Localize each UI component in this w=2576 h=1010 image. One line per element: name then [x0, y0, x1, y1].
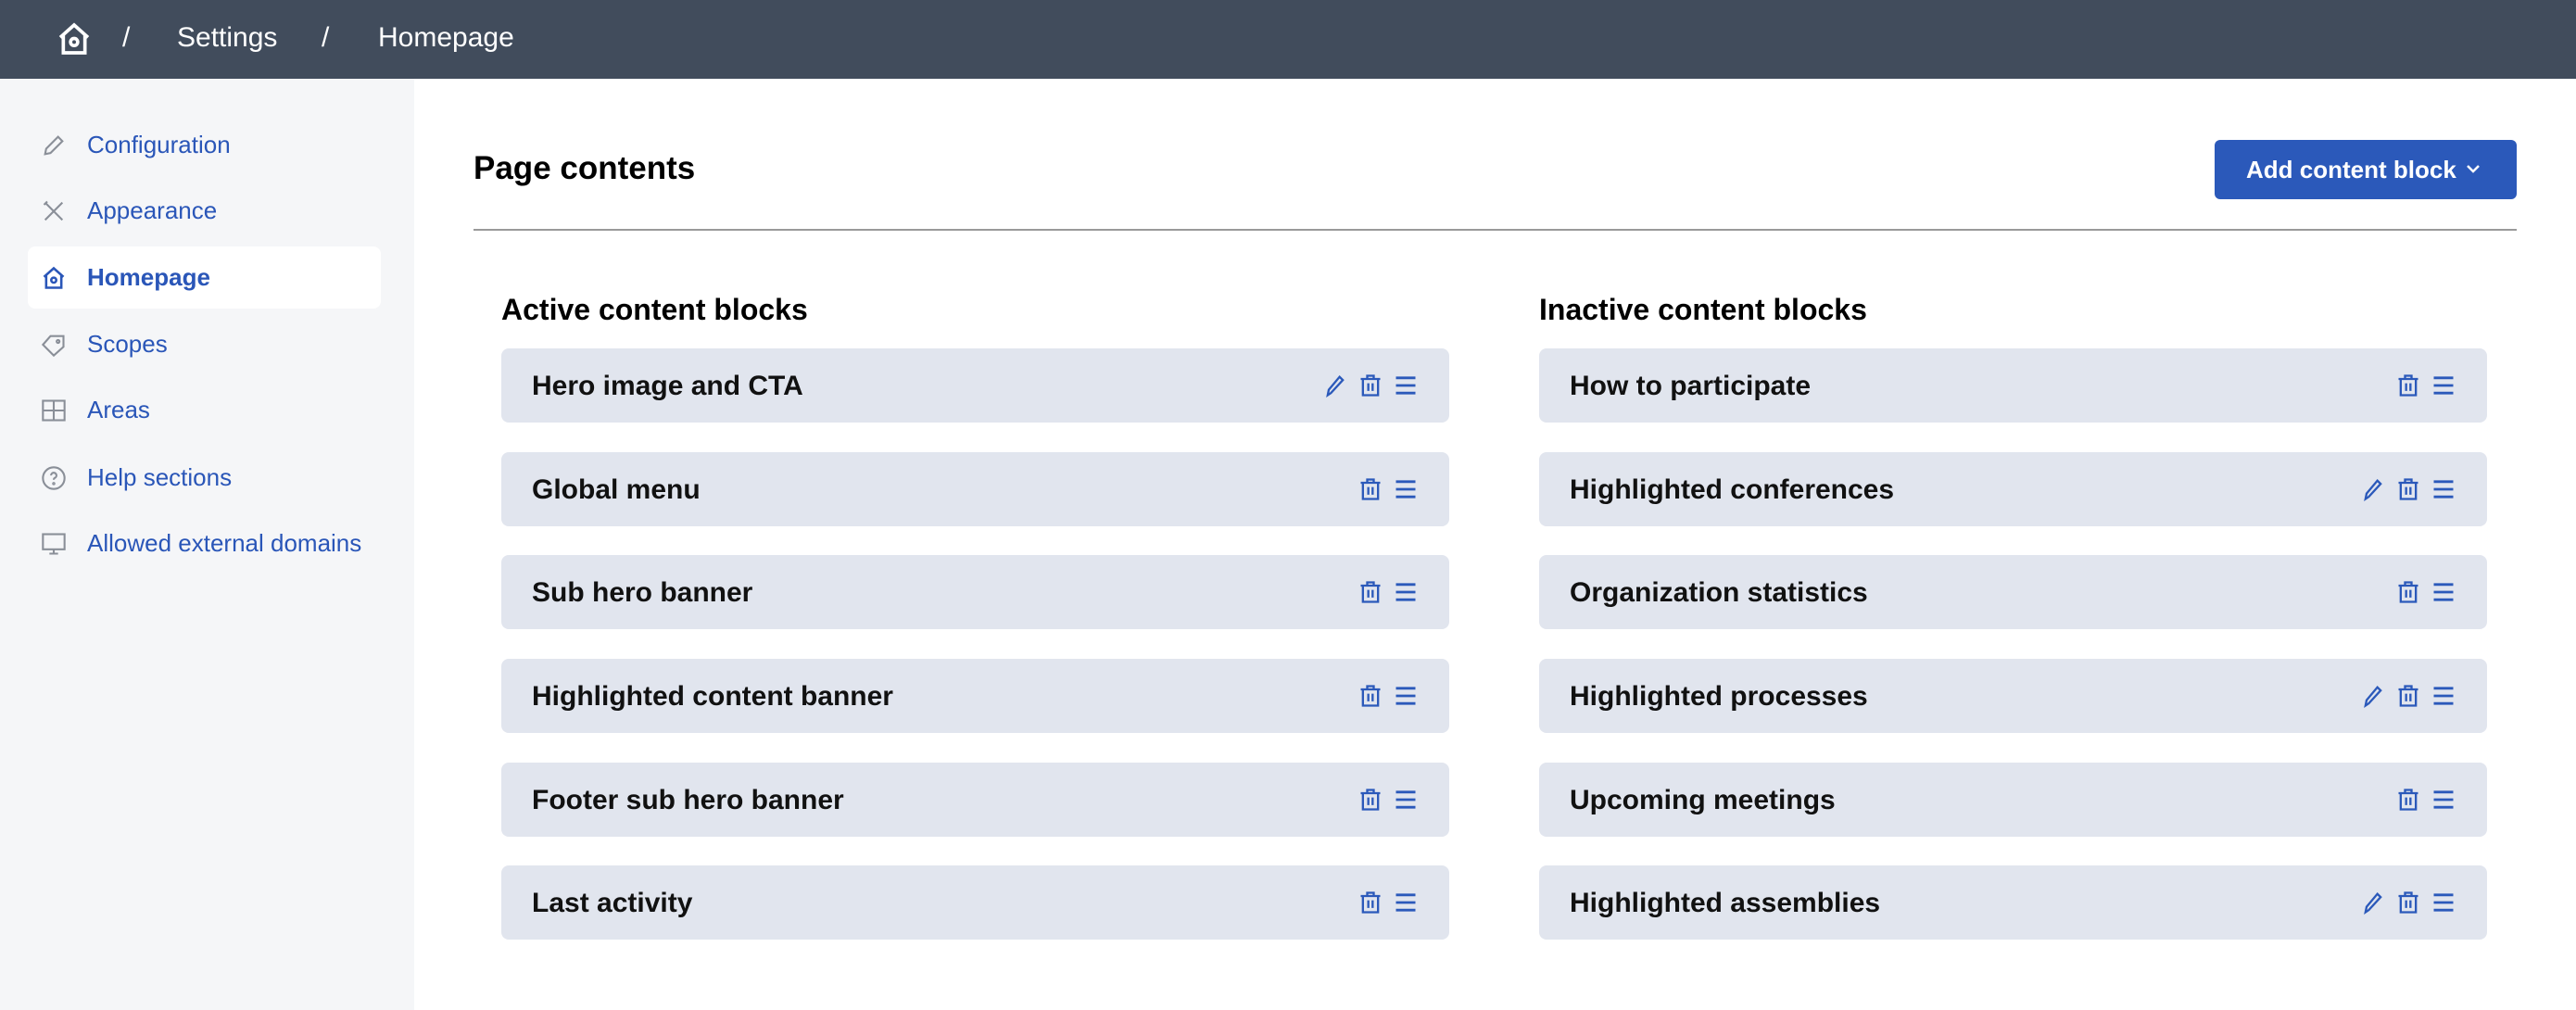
content-block[interactable]: Highlighted content banner — [501, 659, 1449, 733]
drag-handle-icon[interactable] — [1393, 476, 1419, 502]
monitor-icon — [42, 533, 66, 555]
block-actions — [1357, 683, 1419, 709]
content-block-name: Highlighted processes — [1570, 681, 1868, 712]
trash-icon[interactable] — [2395, 787, 2421, 813]
pencil-icon[interactable] — [2360, 890, 2386, 915]
sidebar-item-areas[interactable]: Areas — [28, 379, 381, 441]
sidebar-item-scopes[interactable]: Scopes — [28, 313, 381, 375]
content-block[interactable]: Global menu — [501, 452, 1449, 526]
trash-icon[interactable] — [1357, 579, 1383, 605]
pencil-icon[interactable] — [1322, 372, 1348, 398]
block-actions — [2360, 476, 2456, 502]
trash-icon[interactable] — [2395, 890, 2421, 915]
content-block-name: Last activity — [532, 888, 693, 918]
question-circle-icon — [42, 466, 66, 490]
divider — [474, 229, 2517, 231]
block-actions — [1357, 890, 1419, 915]
tools-icon — [43, 200, 64, 221]
content-block[interactable]: How to participate — [1539, 348, 2487, 423]
inactive-blocks-heading: Inactive content blocks — [1539, 293, 1867, 326]
breadcrumb-settings[interactable]: Settings — [177, 22, 278, 53]
content-block[interactable]: Highlighted conferences — [1539, 452, 2487, 526]
content-block-name: Footer sub hero banner — [532, 785, 844, 815]
pencil-icon[interactable] — [2360, 476, 2386, 502]
sidebar-item-label: Homepage — [87, 263, 210, 291]
content-block[interactable]: Upcoming meetings — [1539, 763, 2487, 837]
block-actions — [2360, 890, 2456, 915]
sidebar-item-label: Configuration — [87, 131, 231, 158]
trash-icon[interactable] — [2395, 372, 2421, 398]
trash-icon[interactable] — [1357, 787, 1383, 813]
active-blocks-heading: Active content blocks — [501, 293, 808, 326]
content-block-name: Hero image and CTA — [532, 371, 803, 401]
content-block-name: Highlighted conferences — [1570, 474, 1895, 505]
breadcrumb-homepage[interactable]: Homepage — [378, 22, 514, 53]
sidebar-item-help-sections[interactable]: Help sections — [28, 447, 381, 509]
content-block[interactable]: Highlighted processes — [1539, 659, 2487, 733]
trash-icon[interactable] — [2395, 476, 2421, 502]
block-actions — [1357, 476, 1419, 502]
drag-handle-icon[interactable] — [2431, 787, 2456, 813]
sidebar-item-allowed-external-domains[interactable]: Allowed external domains — [28, 512, 381, 574]
trash-icon[interactable] — [1357, 372, 1383, 398]
drag-handle-icon[interactable] — [2431, 372, 2456, 398]
block-actions — [2395, 787, 2456, 813]
block-actions — [2395, 579, 2456, 605]
drag-handle-icon[interactable] — [2431, 579, 2456, 605]
home-gear-icon — [43, 266, 65, 289]
sidebar-item-label: Allowed external domains — [87, 529, 362, 557]
drag-handle-icon[interactable] — [2431, 683, 2456, 709]
drag-handle-icon[interactable] — [2431, 476, 2456, 502]
sidebar-item-appearance[interactable]: Appearance — [28, 180, 381, 242]
layout-icon — [42, 399, 66, 422]
sidebar-item-label: Help sections — [87, 463, 233, 491]
sidebar-item-configuration[interactable]: Configuration — [28, 114, 381, 176]
content-block-name: Sub hero banner — [532, 577, 753, 608]
content-block-name: Highlighted content banner — [532, 681, 893, 712]
drag-handle-icon[interactable] — [2431, 890, 2456, 915]
sidebar-item-label: Areas — [87, 396, 150, 423]
sidebar: Configuration Appearance Homepage Scopes… — [0, 79, 414, 1010]
drag-handle-icon[interactable] — [1393, 372, 1419, 398]
drag-handle-icon[interactable] — [1393, 683, 1419, 709]
sidebar-item-homepage[interactable]: Homepage — [28, 246, 381, 309]
block-actions — [1322, 372, 1419, 398]
sidebar-item-label: Scopes — [87, 330, 168, 358]
breadcrumb-separator: / — [322, 22, 330, 53]
content-block-name: Highlighted assemblies — [1570, 888, 1881, 918]
pencil-icon — [44, 135, 64, 156]
drag-handle-icon[interactable] — [1393, 579, 1419, 605]
page-title: Page contents — [474, 150, 696, 186]
trash-icon[interactable] — [1357, 683, 1383, 709]
content-block[interactable]: Organization statistics — [1539, 555, 2487, 629]
content-block-name: Global menu — [532, 474, 701, 505]
content-block-name: Organization statistics — [1570, 577, 1868, 608]
trash-icon[interactable] — [1357, 890, 1383, 915]
content-block[interactable]: Sub hero banner — [501, 555, 1449, 629]
add-content-block-label: Add content block — [2246, 155, 2456, 183]
trash-icon[interactable] — [2395, 683, 2421, 709]
block-actions — [2360, 683, 2456, 709]
content-block-name: Upcoming meetings — [1570, 785, 1836, 815]
content-block[interactable]: Highlighted assemblies — [1539, 865, 2487, 940]
tag-icon — [41, 335, 65, 358]
drag-handle-icon[interactable] — [1393, 787, 1419, 813]
trash-icon[interactable] — [1357, 476, 1383, 502]
block-actions — [1357, 787, 1419, 813]
chevron-down-icon — [2467, 165, 2480, 173]
block-actions — [2395, 372, 2456, 398]
drag-handle-icon[interactable] — [1393, 890, 1419, 915]
trash-icon[interactable] — [2395, 579, 2421, 605]
content-block[interactable]: Last activity — [501, 865, 1449, 940]
pencil-icon[interactable] — [2360, 683, 2386, 709]
content-block[interactable]: Hero image and CTA — [501, 348, 1449, 423]
content-block-name: How to participate — [1570, 371, 1812, 401]
add-content-block-button[interactable]: Add content block — [2215, 140, 2517, 199]
sidebar-item-label: Appearance — [87, 196, 218, 224]
home-gear-icon[interactable] — [56, 20, 93, 57]
block-actions — [1357, 579, 1419, 605]
content-block[interactable]: Footer sub hero banner — [501, 763, 1449, 837]
top-bar: / Settings / Homepage — [0, 0, 2576, 79]
breadcrumb-separator: / — [122, 22, 131, 53]
